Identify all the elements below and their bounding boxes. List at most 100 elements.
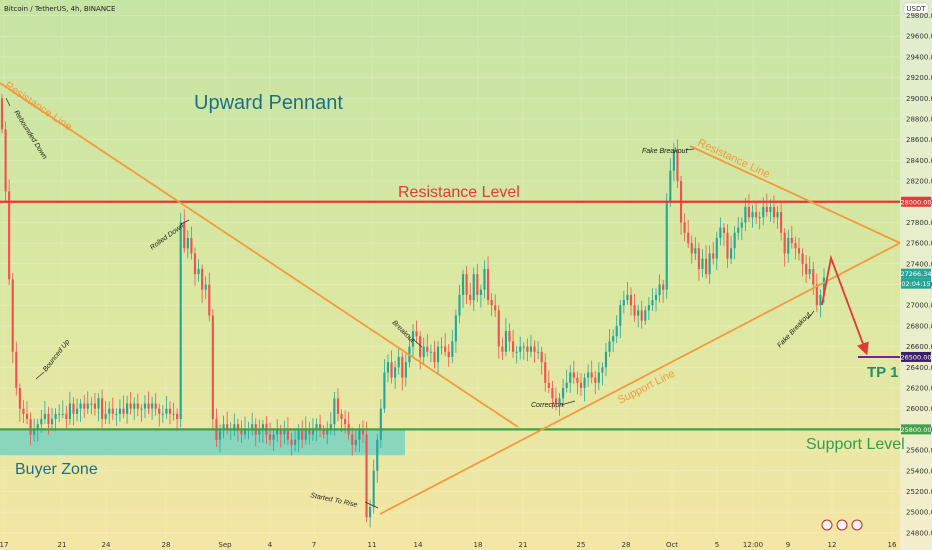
- candle-body: [329, 424, 332, 430]
- candle-body: [458, 294, 461, 316]
- candle-body: [201, 269, 204, 290]
- candle-body: [58, 413, 61, 415]
- candle-body: [730, 248, 733, 259]
- candle-body: [222, 424, 225, 430]
- event-marker-icon: [851, 519, 863, 531]
- candle-body: [276, 429, 279, 435]
- candle-body: [486, 269, 490, 301]
- candle-body: [15, 351, 18, 388]
- buyer-zone-label: Buyer Zone: [15, 461, 98, 478]
- price-tag-target: [901, 351, 931, 362]
- candle-body: [79, 403, 82, 409]
- y-tick-label: 29400.00: [906, 53, 932, 61]
- time-axis[interactable]: 17 21 24 28 Sep 4 7 11 14 18 21 25 28 Oct 5 12:00 9 12 16: [0, 541, 897, 549]
- candle-body: [726, 232, 729, 259]
- candle-body: [565, 382, 568, 388]
- y-tick-label: 28800.00: [906, 115, 932, 123]
- currency-badge[interactable]: [903, 2, 929, 15]
- support-trendline[interactable]: [379, 242, 901, 515]
- candle-body: [733, 232, 736, 249]
- projection-arrow: [821, 254, 869, 356]
- candle-body: [569, 372, 572, 383]
- candle-body: [615, 325, 618, 337]
- event-markers[interactable]: [821, 519, 863, 531]
- candle-body: [755, 212, 758, 218]
- candle-body: [372, 470, 375, 507]
- candle-body: [65, 413, 68, 420]
- candle-body: [469, 294, 472, 301]
- candle-body: [304, 429, 307, 440]
- candle-body: [697, 248, 700, 269]
- candle-body: [115, 413, 118, 415]
- candle-body: [161, 413, 164, 415]
- candle-body: [404, 362, 407, 378]
- candle-body: [694, 248, 697, 254]
- candle-body: [529, 346, 533, 352]
- x-tick-label: 9: [786, 541, 790, 549]
- y-tick-label: 29000.00: [906, 95, 932, 103]
- x-tick-label: 24: [102, 541, 111, 549]
- candle-body: [83, 403, 86, 409]
- candle-body: [780, 212, 783, 233]
- pattern-title: Upward Pennant: [194, 92, 343, 114]
- candle-body: [86, 403, 89, 409]
- candle-body: [336, 398, 340, 414]
- price-tags: 28000.00 27266.34 02:04:15 26500.00 25800.00: [900, 196, 932, 435]
- candle-body: [193, 253, 197, 275]
- candle-body: [533, 346, 536, 352]
- candle-body: [75, 408, 79, 414]
- candle-body: [519, 346, 522, 352]
- candle-body: [100, 398, 104, 420]
- candle-body: [397, 356, 400, 368]
- candle-body: [311, 429, 315, 435]
- price-tag-countdown: [901, 278, 931, 289]
- x-tick-label: 21: [519, 541, 528, 549]
- candle-body: [183, 222, 186, 249]
- candle-body: [143, 403, 147, 409]
- currency-label: USDT: [906, 5, 926, 13]
- y-tick-label: 27600.00: [906, 240, 932, 248]
- candle-body: [186, 237, 189, 249]
- candle-body: [172, 413, 175, 415]
- candle-body: [122, 408, 125, 414]
- y-tick-label: 25400.00: [906, 467, 932, 475]
- x-tick-label: 14: [414, 541, 423, 549]
- candle-body: [783, 232, 786, 254]
- candle-body: [604, 351, 608, 368]
- candle-body: [390, 362, 393, 378]
- candle-body: [226, 424, 229, 430]
- candle-body: [558, 398, 561, 404]
- resistance-trendline-right[interactable]: [689, 145, 901, 244]
- candle-body: [361, 429, 365, 435]
- candle-body: [4, 129, 7, 192]
- candle-body: [165, 408, 168, 414]
- candle-body: [551, 387, 554, 399]
- candle-body: [687, 232, 690, 244]
- candle-body: [147, 403, 150, 409]
- x-tick-label: 18: [474, 541, 483, 549]
- candle-body: [647, 305, 650, 311]
- price-tag-text: 02:04:15: [901, 280, 930, 288]
- candle-body: [554, 398, 558, 404]
- candle-body: [451, 341, 454, 357]
- resistance-trendline-left[interactable]: [0, 82, 519, 428]
- candle-body: [622, 300, 625, 306]
- candle-body: [619, 305, 622, 326]
- candle-body: [812, 269, 815, 285]
- price-tag-support: [901, 424, 931, 435]
- candle-body: [333, 398, 336, 425]
- y-tick-label: 29600.00: [906, 33, 932, 41]
- candle-body: [351, 434, 354, 445]
- x-tick-label: 7: [312, 541, 316, 549]
- candle-body: [819, 294, 822, 306]
- candle-body: [72, 403, 75, 414]
- candle-body: [444, 346, 447, 352]
- candle-body: [669, 170, 672, 202]
- candle-body: [340, 413, 343, 420]
- candle-body: [583, 377, 586, 388]
- candle-body: [268, 434, 272, 440]
- x-tick-label: 12:00: [743, 541, 763, 549]
- x-tick-label: 17: [0, 541, 8, 549]
- candle-body: [644, 310, 647, 321]
